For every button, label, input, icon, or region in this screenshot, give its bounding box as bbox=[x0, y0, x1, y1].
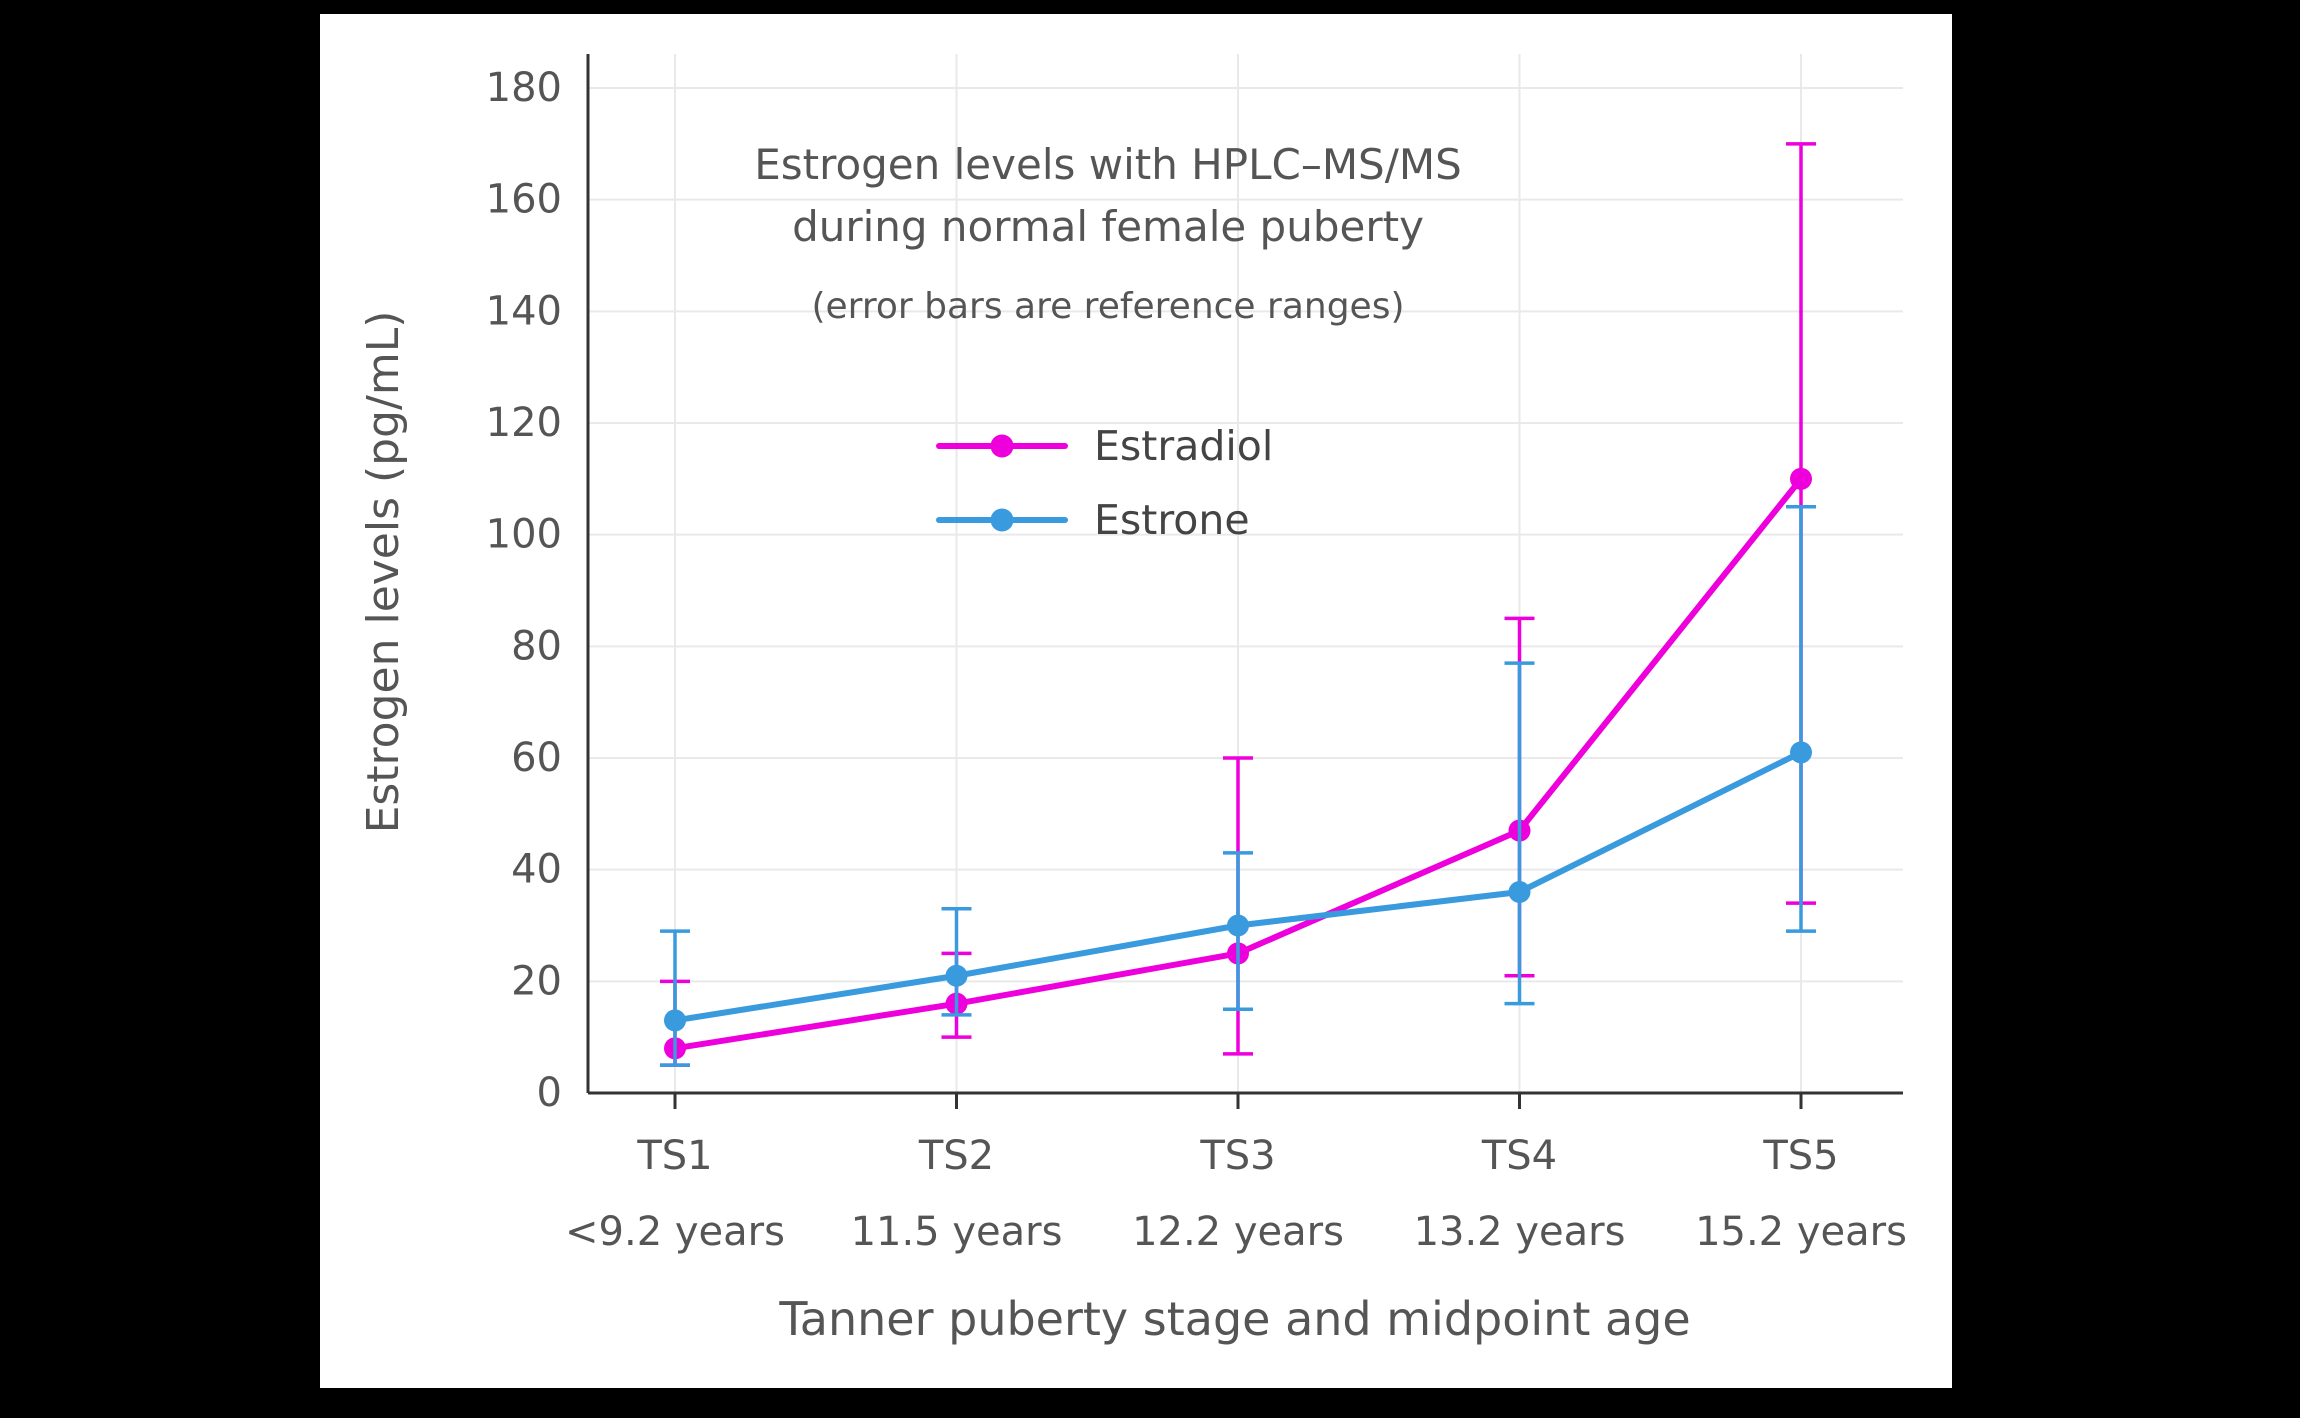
estrone-marker bbox=[1790, 741, 1812, 764]
y-tick-label: 140 bbox=[486, 288, 562, 334]
chart-title-line-1: Estrogen levels with HPLC–MS/MS bbox=[754, 140, 1462, 189]
y-tick-label: 180 bbox=[486, 65, 562, 111]
estrone-legend-marker bbox=[990, 508, 1014, 532]
estrone-marker bbox=[664, 1009, 686, 1032]
chart-title-line-2: during normal female puberty bbox=[792, 202, 1424, 251]
x-axis-title: Tanner puberty stage and midpoint age bbox=[779, 1292, 1691, 1346]
x-tick-label: TS2 bbox=[918, 1133, 994, 1179]
y-tick-label: 80 bbox=[511, 623, 562, 669]
chart-subtitle: (error bars are reference ranges) bbox=[811, 286, 1405, 327]
estrone-legend-label: Estrone bbox=[1094, 496, 1250, 544]
x-tick-label: TS3 bbox=[1199, 1133, 1275, 1179]
estradiol-legend-line bbox=[936, 434, 1068, 458]
estradiol-legend-marker bbox=[990, 434, 1014, 458]
estrone-marker bbox=[1508, 881, 1531, 903]
x-tick-sublabel: <9.2 years bbox=[565, 1209, 785, 1255]
y-tick-label: 120 bbox=[486, 400, 562, 446]
chart-panel: 0 20 40 60 80 100 120 140 160 180 TS1 <9.2 years TS2… bbox=[320, 14, 1952, 1388]
estradiol-legend-label: Estradiol bbox=[1094, 422, 1274, 470]
estrogen-line-chart: 0 20 40 60 80 100 120 140 160 180 TS1 <9.2 years TS2… bbox=[486, 54, 1907, 1255]
estrone-marker bbox=[945, 964, 968, 987]
x-tick-sublabel: 11.5 years bbox=[851, 1209, 1063, 1255]
legend: Estradiol Estrone bbox=[936, 418, 1273, 548]
estrone-marker bbox=[1227, 914, 1249, 937]
x-tick-label: TS5 bbox=[1762, 1133, 1838, 1179]
legend-item-estrone: Estrone bbox=[936, 492, 1273, 548]
y-tick-label: 100 bbox=[486, 512, 562, 558]
y-axis-title: Estrogen levels (pg/mL) bbox=[358, 310, 409, 834]
legend-item-estradiol: Estradiol bbox=[936, 418, 1273, 474]
x-tick-sublabel: 15.2 years bbox=[1695, 1209, 1907, 1255]
x-tick-label: TS4 bbox=[1481, 1133, 1557, 1179]
y-tick-label: 160 bbox=[486, 177, 562, 223]
y-tick-label: 20 bbox=[511, 958, 562, 1004]
x-tick-label: TS1 bbox=[636, 1133, 712, 1179]
y-tick-label: 40 bbox=[511, 847, 562, 893]
estradiol-marker bbox=[1790, 467, 1812, 490]
chart-title: Estrogen levels with HPLC–MS/MS during n… bbox=[458, 134, 1758, 258]
y-tick-label: 0 bbox=[537, 1070, 562, 1116]
estrone-legend-line bbox=[936, 508, 1068, 532]
x-tick-sublabel: 13.2 years bbox=[1414, 1209, 1626, 1255]
x-tick-sublabel: 12.2 years bbox=[1132, 1209, 1344, 1255]
y-tick-label: 60 bbox=[511, 735, 562, 781]
